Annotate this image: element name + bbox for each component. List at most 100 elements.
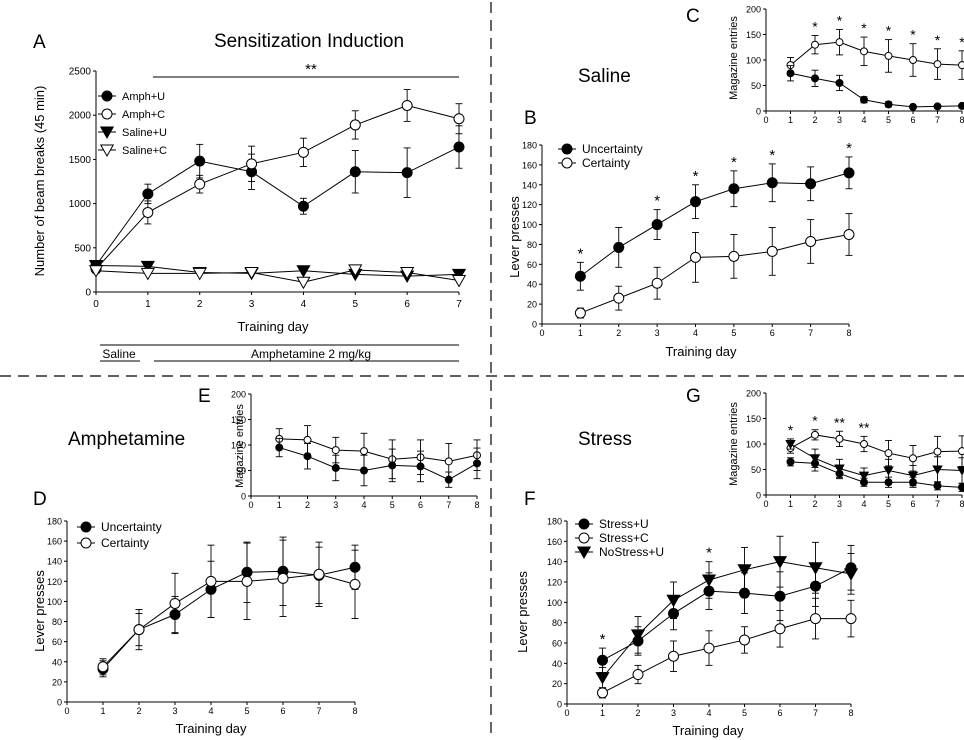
- panel-a-legend-label: Saline+U: [122, 127, 167, 139]
- panel-b-y-tick-label: 40: [527, 280, 537, 290]
- panel-a-data-point: [451, 275, 467, 288]
- panel-c-data-point: [933, 102, 942, 111]
- section-label-amphetamine: Amphetamine: [68, 429, 185, 450]
- panel-c-data-point: [786, 69, 795, 78]
- panel-f-y-tick-label: 160: [547, 537, 562, 547]
- panel-e-x-tick-label: 0: [248, 500, 253, 510]
- panel-g-data-point: [884, 478, 893, 487]
- panel-g-data-point: [786, 457, 795, 466]
- panel-g-data-point: [958, 447, 964, 456]
- panel-f-data-point: [630, 629, 646, 642]
- panel-d-y-tick-label: 0: [57, 698, 62, 708]
- panel-f-legend-label: NoStress+U: [599, 545, 664, 559]
- panel-f-data-point: [666, 594, 681, 608]
- chart-panel-f: 0 1 2 3 4 5 6 7 8020406080100120140160180Trainin…: [515, 517, 859, 738]
- panel-a-x-tick-label: 2: [197, 299, 203, 310]
- panel-g-x-tick-label: 4: [861, 499, 866, 509]
- panel-b-legend-entry: Uncertainty: [558, 142, 643, 156]
- panel-a-x-tick-label: 4: [301, 299, 307, 310]
- panel-a-legend-marker: [101, 108, 113, 120]
- panel-c-data-point: [958, 61, 964, 70]
- panel-c-y-tick-label: 50: [751, 81, 761, 91]
- panel-c-x-tick-label: 4: [861, 115, 866, 125]
- panel-a-data-point: [453, 141, 465, 153]
- panel-g-data-point: [785, 440, 796, 450]
- panel-b-data-point: [843, 229, 855, 240]
- panel-b-significance-star: *: [654, 193, 660, 210]
- panel-f-data-point: [772, 556, 788, 569]
- panel-f-x-tick-label: 0: [564, 708, 569, 718]
- panel-a-y-tick-label: 1500: [69, 155, 92, 166]
- panel-b-significance-star: *: [693, 168, 699, 185]
- panel-a-legend-marker: [101, 90, 113, 102]
- panel-g-series-line: [790, 443, 963, 477]
- panel-g-data-point: [860, 478, 868, 487]
- panel-g-data-point: [907, 471, 919, 481]
- panel-a-data-point: [194, 155, 206, 167]
- panel-f-data-point: [597, 654, 608, 666]
- panel-a-x-tick-label: 0: [93, 299, 99, 310]
- panel-g-y-tick-label: 100: [746, 440, 761, 450]
- panel-b-data-point: [766, 177, 778, 189]
- panel-c-x-tick-label: 7: [935, 115, 940, 125]
- panel-e-x-tick-label: 3: [333, 500, 338, 510]
- panel-g-significance-star: **: [834, 414, 845, 430]
- panel-a-legend-entry: Amph+C: [98, 108, 165, 121]
- panel-e-y-axis-label: Magazine entries: [234, 404, 246, 488]
- panel-f-x-tick-label: 5: [742, 708, 747, 718]
- panel-d-y-axis-label: Lever presses: [32, 570, 47, 652]
- panel-a-series-line: [95, 104, 460, 270]
- panel-a-data-point: [451, 268, 467, 282]
- panel-b-y-axis-label: Lever presses: [507, 196, 522, 278]
- panel-b-x-tick-label: 0: [539, 328, 544, 338]
- panel-f-series-1: [597, 597, 857, 699]
- panel-b-y-tick-label: 120: [522, 200, 537, 210]
- panel-c-data-point: [909, 56, 917, 64]
- panel-b-x-tick-label: 7: [808, 328, 813, 338]
- panel-c-series-line: [790, 41, 963, 66]
- panel-b-significance-star: *: [731, 154, 737, 171]
- panel-d-legend-marker: [80, 537, 92, 549]
- panel-f-x-axis-label: Training day: [672, 723, 744, 738]
- panel-a-data-point: [297, 200, 309, 212]
- panel-f-y-tick-label: 140: [547, 557, 562, 567]
- panel-a-data-point: [244, 267, 259, 280]
- panel-c-data-point: [811, 74, 819, 83]
- panel-c-significance-star: *: [935, 32, 941, 48]
- panel-b-y-tick-label: 60: [527, 260, 537, 270]
- panel-a-data-point: [296, 265, 311, 278]
- panel-c-x-tick-label: 8: [959, 115, 964, 125]
- panel-d-y-tick-label: 80: [52, 617, 62, 627]
- panel-letter-f: F: [524, 489, 536, 510]
- panel-d-data-point: [97, 661, 109, 673]
- panel-f-x-tick-label: 6: [777, 708, 782, 718]
- panel-b-y-tick-label: 140: [522, 180, 537, 190]
- panel-f-y-tick-label: 100: [547, 598, 562, 608]
- panel-b-x-tick-label: 5: [731, 328, 736, 338]
- panel-g-data-point: [811, 430, 819, 439]
- panel-f-legend-label: Stress+C: [599, 531, 649, 545]
- panel-c-data-point: [811, 40, 819, 49]
- panel-letter-c: C: [686, 6, 700, 27]
- panel-b-y-tick-label: 100: [522, 220, 537, 230]
- panel-a-x-tick-label: 7: [456, 299, 462, 310]
- panel-f-data-point: [774, 623, 786, 635]
- panel-c-data-point: [958, 101, 964, 110]
- panel-c-x-tick-label: 6: [910, 115, 915, 125]
- panel-a-data-point: [88, 265, 104, 278]
- panel-a-data-point: [349, 166, 361, 178]
- panel-e-x-tick-label: 4: [361, 500, 366, 510]
- panel-g-data-point: [933, 447, 942, 456]
- panel-c-significance-star: *: [886, 23, 892, 39]
- panel-d-y-tick-label: 40: [52, 657, 62, 667]
- panel-c-x-tick-label: 5: [886, 115, 891, 125]
- panel-f-series-2: [595, 535, 859, 689]
- panel-b-data-point: [651, 219, 663, 231]
- panel-g-series-1: [785, 438, 964, 487]
- panel-e-data-point: [388, 461, 397, 470]
- panel-c-x-tick-label: 3: [837, 115, 842, 125]
- panel-c-significance-star: *: [837, 12, 843, 28]
- panel-b-legend-label: Certainty: [582, 156, 630, 170]
- panel-b-data-point: [574, 270, 586, 282]
